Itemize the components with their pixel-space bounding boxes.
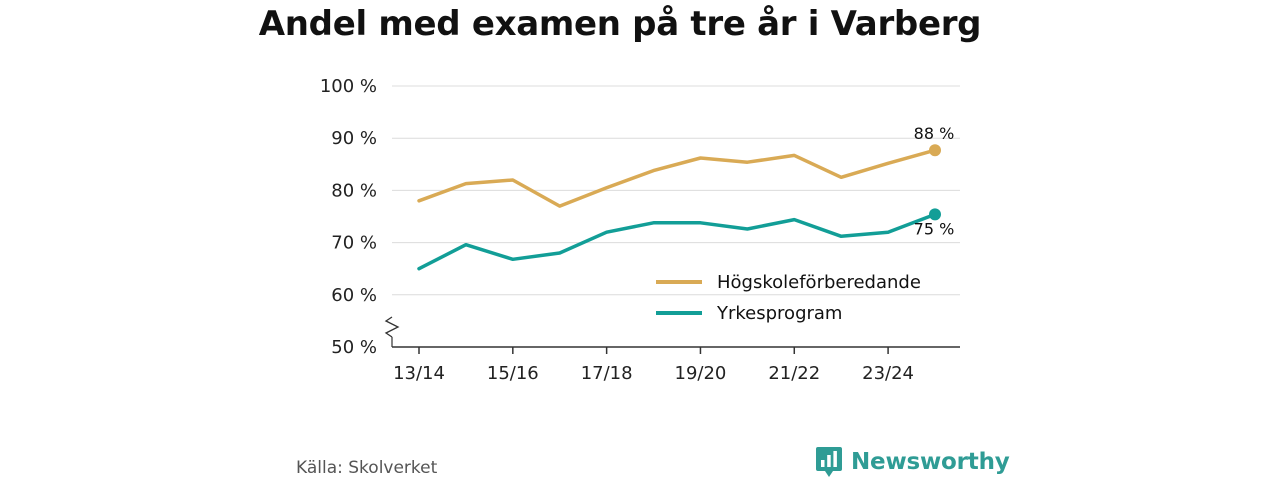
- legend-label: Yrkesprogram: [716, 303, 842, 324]
- series-lines: 88 % 75 %: [417, 124, 955, 271]
- axes: 50 % 60 % 70 % 80 % 90 % 100 % 13/14 15/16 17/18…: [320, 76, 960, 384]
- logo-icon: [816, 447, 842, 477]
- legend: Högskoleförberedande Yrkesprogram: [656, 272, 921, 324]
- series-end-point: [929, 144, 941, 157]
- source-note: Källa: Skolverket: [296, 458, 438, 478]
- newsworthy-logo: Newsworthy: [815, 446, 1010, 478]
- x-tick-label: 15/16: [487, 363, 539, 384]
- series-end-label: 75 %: [914, 219, 955, 238]
- y-tick-label: 80 %: [331, 180, 377, 201]
- x-tick-label: 13/14: [393, 363, 445, 384]
- logo-text: Newsworthy: [851, 449, 1010, 475]
- x-tick-label: 19/20: [675, 363, 727, 384]
- y-tick-label: 60 %: [331, 285, 377, 306]
- series-end-label: 88 %: [914, 124, 955, 143]
- series-line: [417, 212, 937, 271]
- series-line: [417, 148, 937, 208]
- y-tick-label: 100 %: [320, 76, 377, 97]
- x-tick-label: 21/22: [768, 363, 820, 384]
- x-tick-label: 17/18: [581, 363, 633, 384]
- legend-label: Högskoleförberedande: [717, 272, 921, 293]
- axis-break-icon: [384, 316, 400, 338]
- y-tick-label: 90 %: [331, 128, 377, 149]
- chart-title: Andel med examen på tre år i Varberg: [258, 4, 982, 44]
- y-tick-label: 50 %: [331, 337, 377, 358]
- y-tick-label: 70 %: [331, 233, 377, 254]
- x-tick-label: 23/24: [862, 363, 914, 384]
- gridlines: [392, 85, 960, 296]
- series-end-point: [929, 208, 941, 221]
